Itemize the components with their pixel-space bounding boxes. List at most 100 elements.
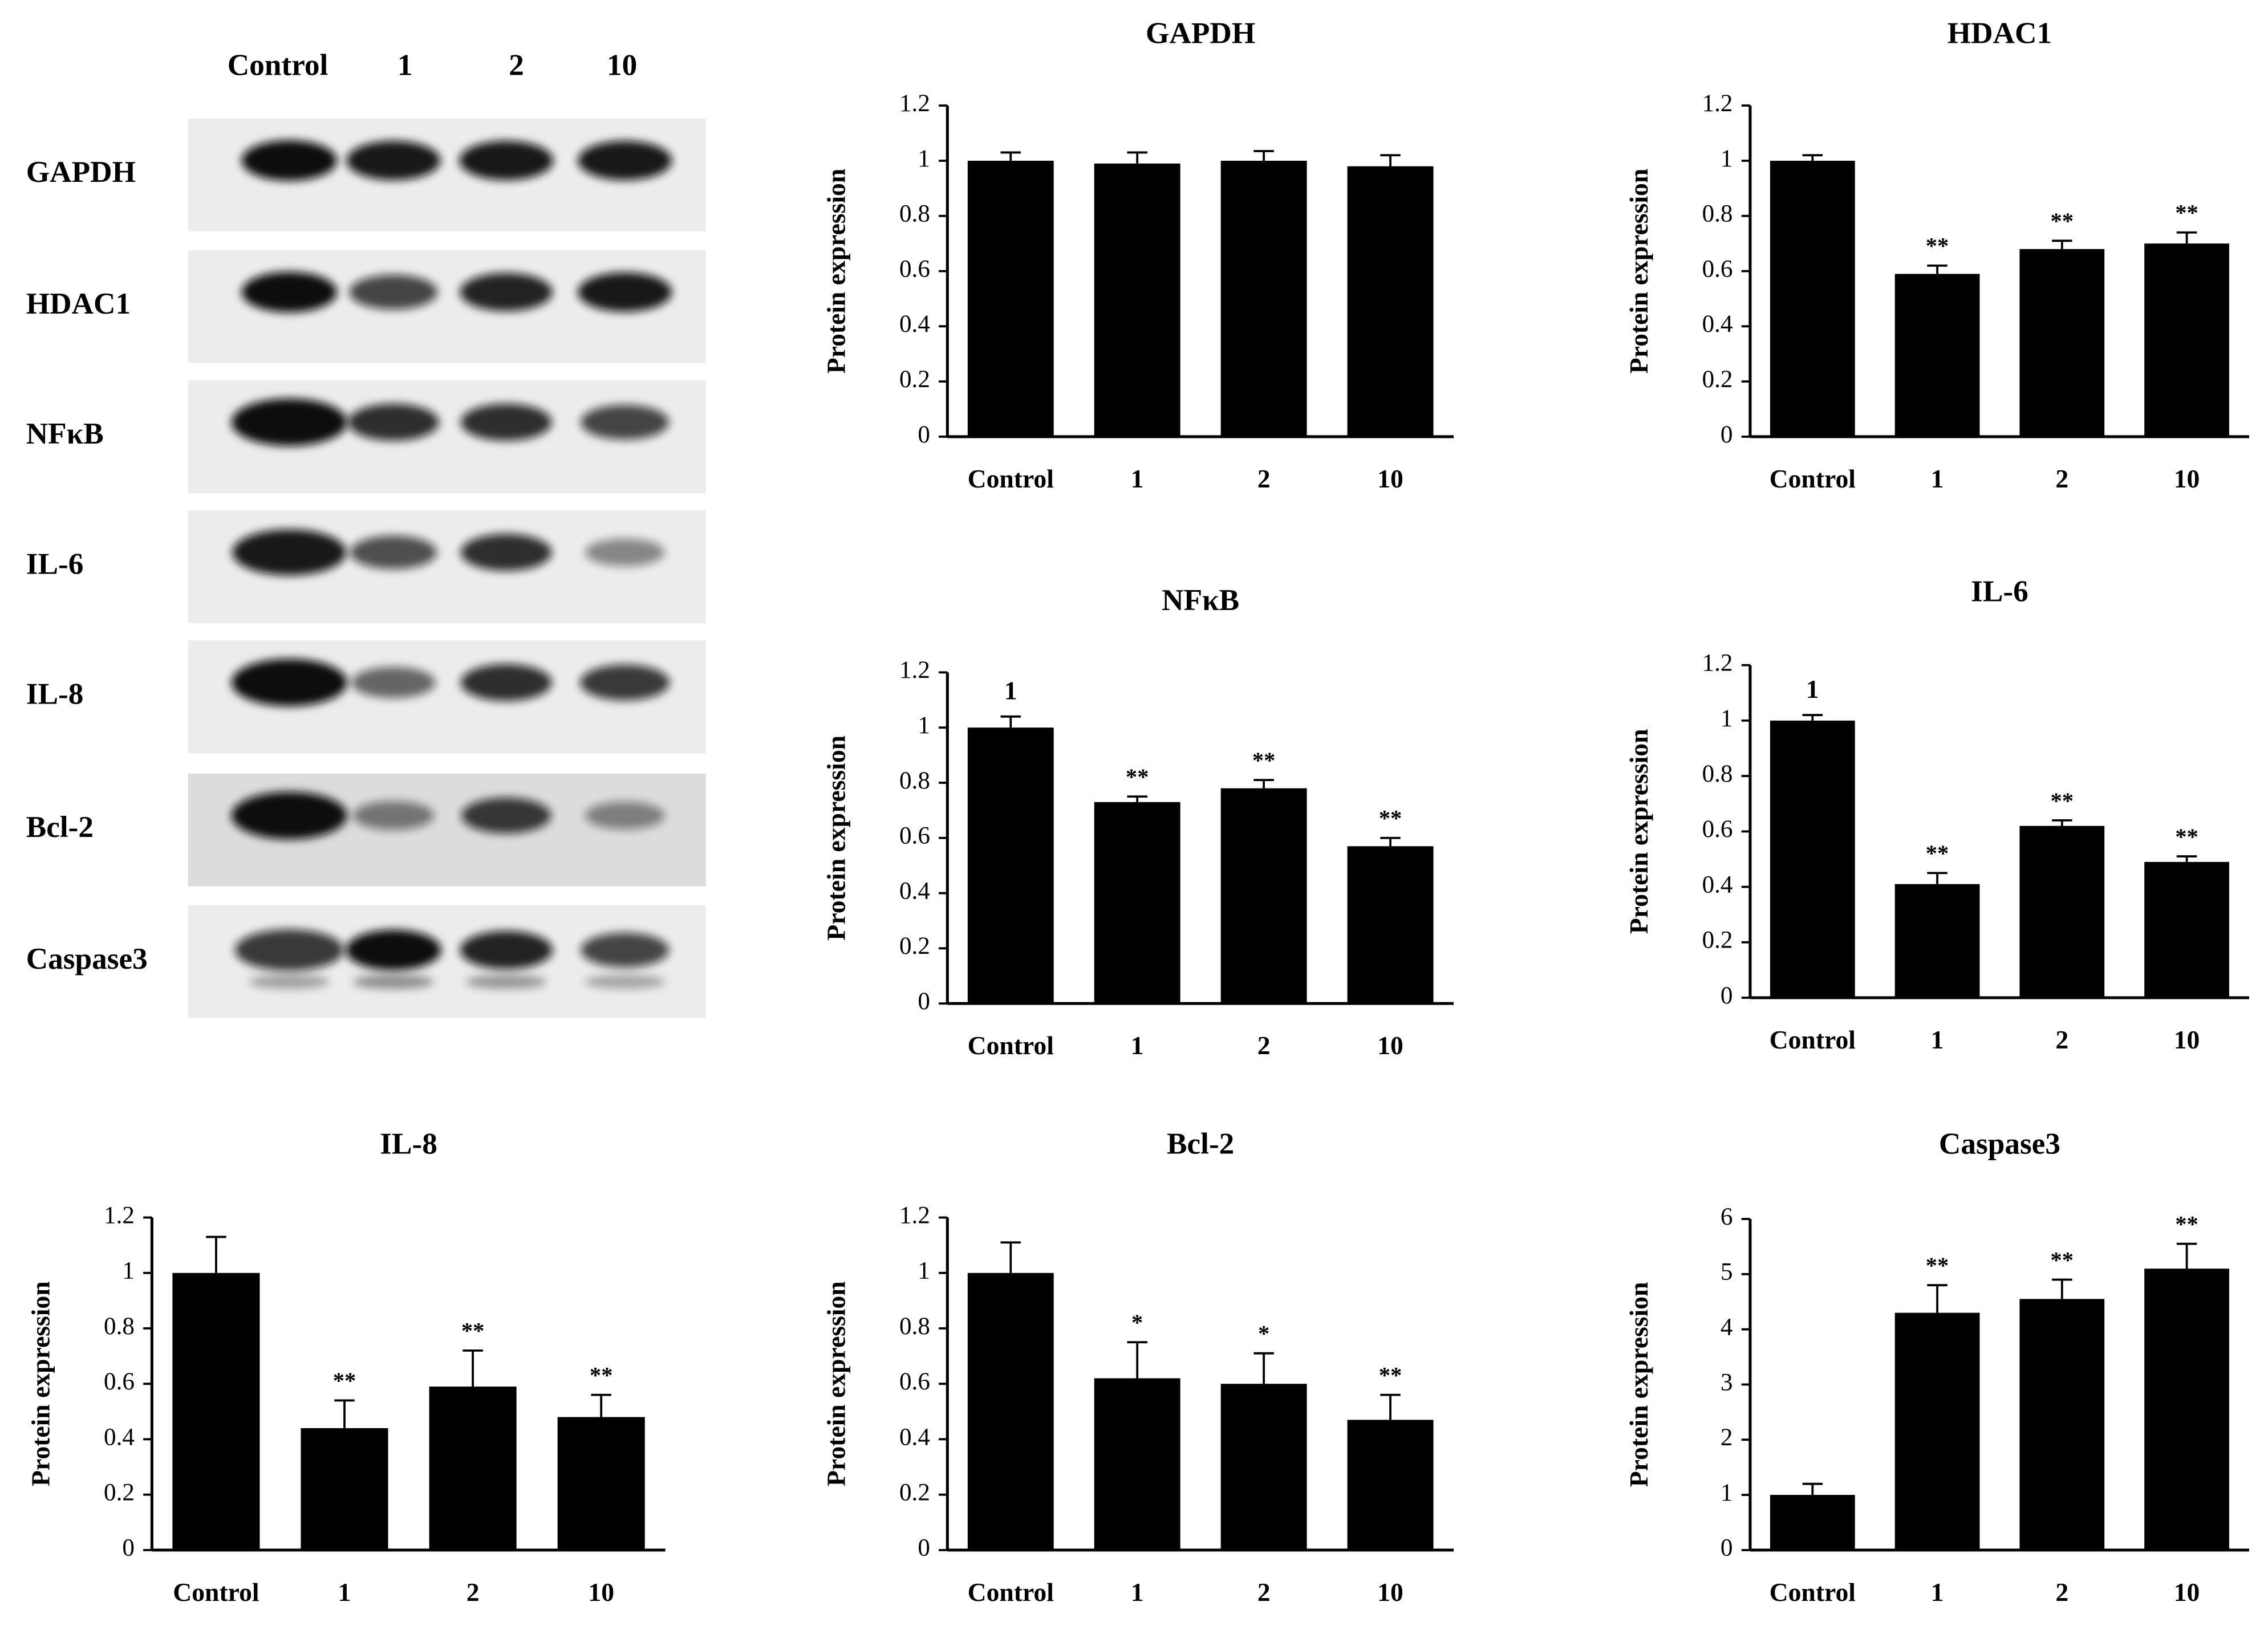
y-tick-label: 0.2 (1702, 366, 1733, 393)
y-tick-label: 0.6 (104, 1368, 135, 1395)
blot-band (346, 929, 441, 970)
error-bar (1127, 795, 1147, 802)
y-tick-label: 0.8 (899, 201, 930, 227)
y-tick-label: 0.4 (1702, 311, 1733, 338)
x-tick-label: Control (968, 1578, 1054, 1607)
bar (2144, 861, 2229, 998)
chart-title: IL-8 (380, 1127, 437, 1160)
bar (1894, 274, 1980, 437)
bar (967, 160, 1054, 437)
error-bar (1253, 150, 1274, 161)
lane-label: 1 (397, 48, 413, 82)
significance-label: ** (2175, 200, 2198, 226)
blot-band (460, 273, 553, 311)
y-axis-label: Protein expression (822, 1281, 851, 1486)
blot-band (460, 534, 552, 571)
bar (1770, 160, 1855, 437)
bar (1770, 720, 1855, 998)
error-bar (206, 1235, 226, 1273)
y-tick-label: 0.2 (899, 933, 930, 960)
y-axis-label: Protein expression (26, 1281, 55, 1486)
x-tick-label: 1 (1131, 1578, 1144, 1607)
blot-band (349, 274, 438, 310)
chart-title: NFκB (1162, 583, 1239, 617)
blot-band (352, 974, 434, 989)
bar (557, 1417, 645, 1550)
y-tick-label: 1.2 (899, 657, 930, 684)
error-bar (1380, 154, 1401, 166)
x-tick-label: 1 (1931, 1578, 1944, 1607)
y-tick-label: 0 (122, 1535, 135, 1562)
y-tick-label: 0.4 (899, 1424, 930, 1450)
blot-band (460, 930, 553, 969)
blot-band (234, 929, 344, 971)
error-bar (1127, 1341, 1147, 1379)
error-bar (1927, 264, 1948, 274)
x-tick-label: 10 (1377, 1578, 1403, 1607)
error-bar (1802, 154, 1823, 161)
bar (967, 727, 1054, 1004)
error-bar (334, 1399, 355, 1428)
lane-label: Control (228, 48, 328, 82)
y-tick-label: 1.2 (104, 1202, 135, 1229)
x-tick-label: 1 (1931, 1025, 1944, 1054)
y-tick-label: 0.2 (104, 1479, 135, 1506)
blot-band (352, 801, 435, 830)
y-tick-label: 1 (1721, 1479, 1733, 1506)
blot-band (249, 974, 330, 989)
significance-label: ** (590, 1363, 613, 1388)
blot-band (231, 658, 347, 706)
x-tick-label: 10 (1377, 464, 1403, 493)
bar (967, 1273, 1054, 1550)
bar (2019, 249, 2105, 437)
error-bar (2052, 239, 2072, 249)
x-tick-label: Control (173, 1578, 259, 1607)
significance-label: ** (2051, 208, 2074, 234)
significance-label: ** (1252, 747, 1276, 773)
x-tick-label: 10 (2174, 1578, 2200, 1607)
x-tick-label: 2 (466, 1578, 480, 1607)
significance-label: ** (2175, 824, 2198, 849)
x-tick-label: 2 (1257, 464, 1271, 493)
y-tick-label: 1 (918, 145, 930, 172)
protein-label: Bcl-2 (26, 810, 94, 844)
significance-label: 1 (1806, 674, 1819, 704)
blot-band (578, 141, 672, 181)
x-tick-label: 2 (2055, 1578, 2068, 1607)
y-tick-label: 0.6 (899, 255, 930, 282)
significance-label: * (1258, 1321, 1269, 1347)
y-tick-label: 1 (918, 1258, 930, 1284)
y-tick-label: 0 (1721, 982, 1733, 1009)
blot-band (578, 272, 672, 312)
bar (2144, 1269, 2229, 1550)
x-tick-label: 2 (2055, 464, 2068, 493)
y-tick-label: 0.8 (1702, 201, 1733, 227)
error-bar (2052, 819, 2072, 826)
y-tick-label: 0 (1721, 1535, 1733, 1562)
x-tick-label: 2 (1257, 1578, 1271, 1607)
y-tick-label: 5 (1721, 1259, 1733, 1286)
y-tick-label: 0.4 (899, 877, 930, 904)
significance-label: ** (1926, 1253, 1949, 1278)
y-tick-label: 0.6 (1702, 255, 1733, 282)
error-bar (1000, 151, 1021, 161)
error-bar (1380, 1393, 1401, 1420)
blot-band (585, 802, 665, 830)
y-tick-label: 1.2 (899, 90, 930, 117)
blot-band (461, 797, 551, 834)
y-tick-label: 0.8 (899, 767, 930, 794)
bar (1894, 1312, 1980, 1550)
x-tick-label: Control (1770, 1578, 1856, 1607)
bar (1347, 166, 1434, 437)
significance-label: ** (461, 1318, 485, 1344)
significance-label: ** (1126, 764, 1149, 790)
protein-label: HDAC1 (26, 287, 131, 320)
bar (2019, 826, 2105, 998)
x-tick-label: 1 (1931, 464, 1944, 493)
significance-label: 1 (1004, 676, 1017, 705)
bar (1347, 846, 1434, 1004)
y-tick-label: 1.2 (899, 1202, 930, 1229)
chart-title: Caspase3 (1939, 1127, 2060, 1160)
x-tick-label: 1 (1131, 1031, 1144, 1060)
